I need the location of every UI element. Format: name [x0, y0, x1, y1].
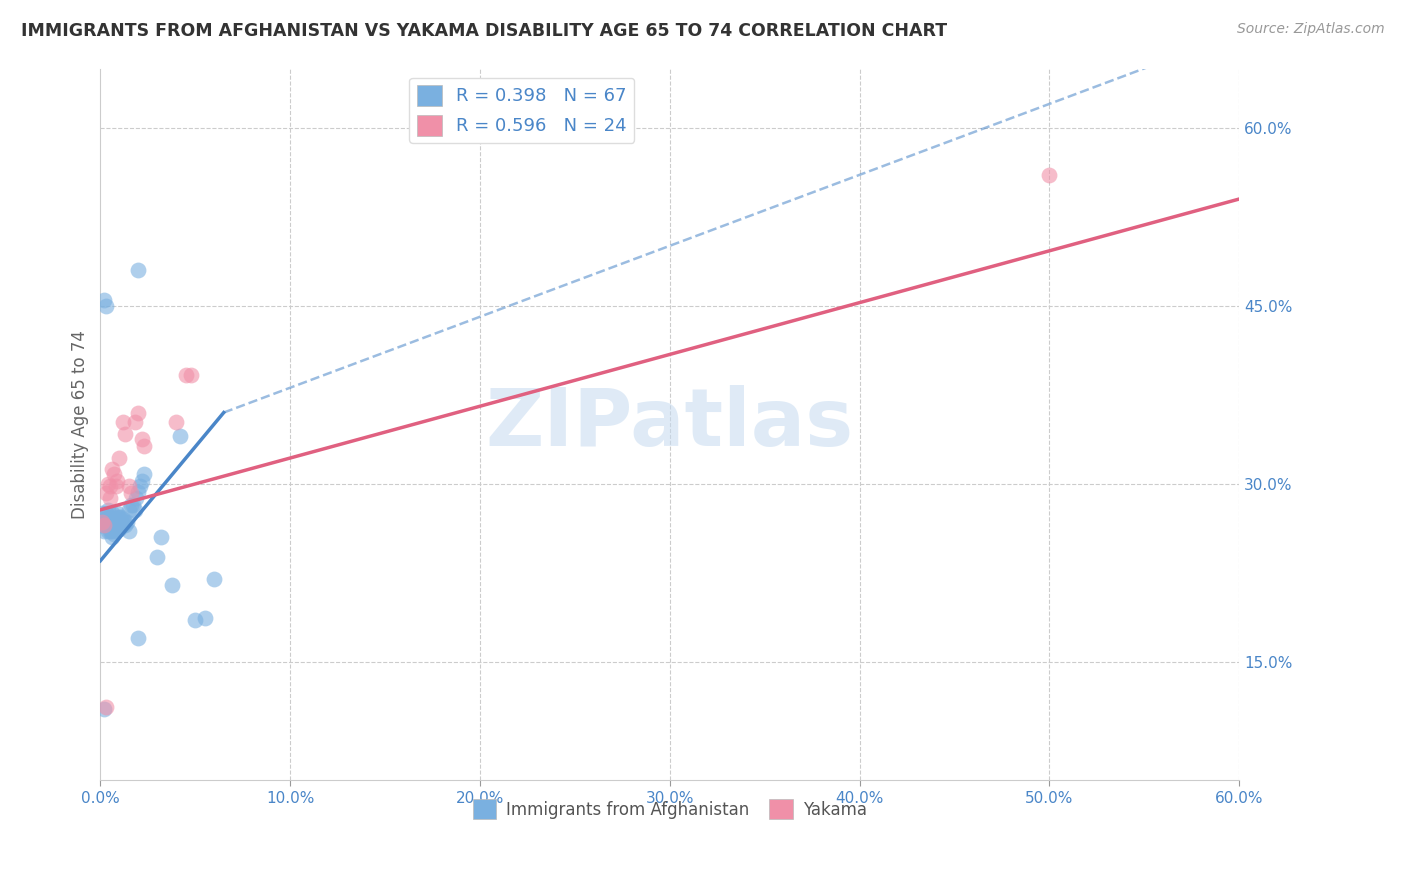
Point [112, 518, 135, 533]
Point [97, 512, 120, 526]
Text: Source: ZipAtlas.com: Source: ZipAtlas.com [1237, 22, 1385, 37]
Point [107, 507, 129, 521]
Point [98, 491, 121, 505]
Point [132, 439, 155, 453]
Point [97, 476, 120, 491]
Point [114, 515, 136, 529]
Point [120, 486, 142, 500]
Point [127, 485, 149, 500]
Text: IMMIGRANTS FROM AFGHANISTAN VS YAKAMA DISABILITY AGE 65 TO 74 CORRELATION CHART: IMMIGRANTS FROM AFGHANISTAN VS YAKAMA DI… [21, 22, 948, 40]
Legend: Immigrants from Afghanistan, Yakama: Immigrants from Afghanistan, Yakama [467, 793, 873, 825]
Point [94, 299, 117, 313]
Point [100, 518, 122, 533]
Point [180, 368, 202, 382]
Point [98, 524, 121, 538]
Point [146, 550, 169, 565]
Point [97, 518, 120, 533]
Point [100, 462, 122, 476]
Point [103, 515, 125, 529]
Point [100, 530, 122, 544]
Point [100, 507, 122, 521]
Point [104, 512, 127, 526]
Point [100, 512, 122, 526]
Point [94, 512, 117, 526]
Point [104, 479, 127, 493]
Point [94, 507, 117, 521]
Point [162, 577, 184, 591]
Point [98, 479, 121, 493]
Point [108, 522, 131, 536]
Point [104, 518, 127, 533]
Point [112, 415, 135, 429]
Point [98, 510, 121, 524]
Point [98, 515, 121, 529]
Point [124, 415, 146, 429]
Point [202, 572, 225, 586]
Point [194, 611, 217, 625]
Point [93, 293, 115, 307]
Point [115, 515, 138, 529]
Point [110, 510, 132, 524]
Point [108, 515, 131, 529]
Text: ZIPatlas: ZIPatlas [485, 385, 853, 464]
Point [114, 518, 136, 533]
Point [107, 475, 129, 489]
Point [184, 613, 207, 627]
Point [94, 699, 117, 714]
Point [107, 510, 129, 524]
Point [107, 515, 129, 529]
Point [127, 631, 149, 645]
Point [104, 515, 127, 529]
Point [91, 512, 114, 526]
Point [97, 524, 120, 538]
Point [91, 515, 114, 529]
Point [97, 503, 120, 517]
Point [129, 479, 152, 493]
Point [110, 515, 132, 529]
Point [108, 510, 131, 524]
Point [100, 524, 122, 538]
Point [118, 503, 141, 517]
Point [107, 518, 129, 533]
Point [124, 503, 146, 517]
Point [103, 526, 125, 541]
Point [94, 518, 117, 533]
Point [114, 426, 136, 441]
Point [127, 405, 149, 419]
Point [120, 498, 142, 512]
Point [104, 524, 127, 538]
Point [150, 530, 173, 544]
Point [93, 515, 115, 529]
Point [169, 429, 191, 443]
Point [103, 522, 125, 536]
Point [93, 524, 115, 538]
Point [90, 518, 112, 533]
Point [132, 467, 155, 482]
Point [91, 515, 114, 529]
Point [131, 475, 153, 489]
Point [98, 522, 121, 536]
Point [125, 491, 148, 505]
Y-axis label: Disability Age 65 to 74: Disability Age 65 to 74 [72, 330, 89, 519]
Point [165, 415, 187, 429]
Point [131, 432, 153, 446]
Point [93, 702, 115, 716]
Point [112, 512, 135, 526]
Point [174, 368, 197, 382]
Point [118, 524, 141, 538]
Point [103, 512, 125, 526]
Point [108, 450, 131, 465]
Point [93, 518, 115, 533]
Point [103, 518, 125, 533]
Point [121, 498, 143, 512]
Point [91, 507, 114, 521]
Point [127, 263, 149, 277]
Point [103, 467, 125, 482]
Point [118, 479, 141, 493]
Point [94, 486, 117, 500]
Point [1038, 169, 1060, 183]
